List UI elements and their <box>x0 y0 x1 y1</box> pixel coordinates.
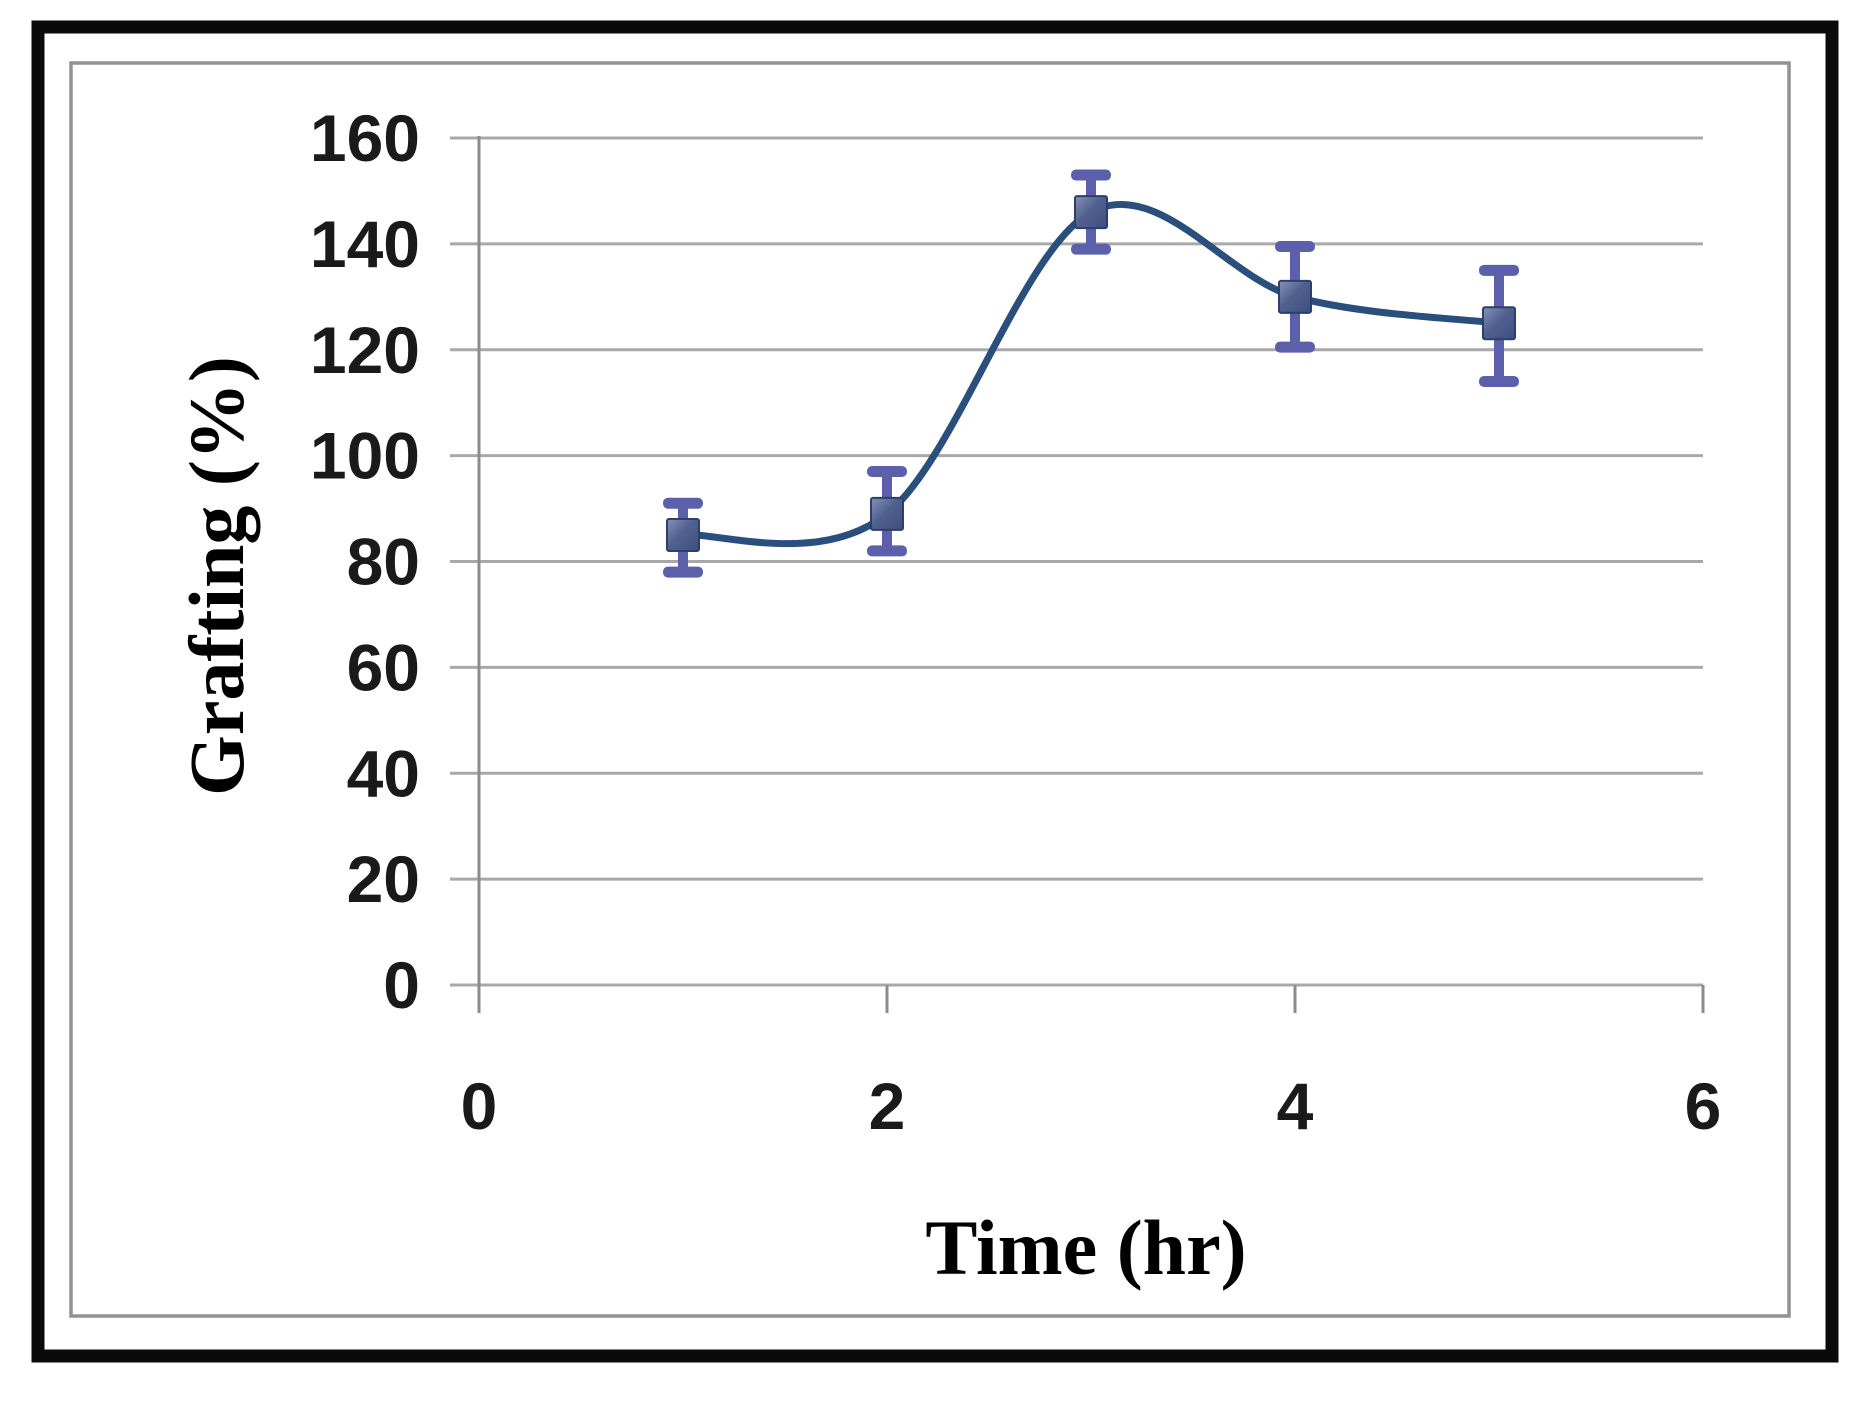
figure-inner-border <box>69 61 1791 1318</box>
data-point-marker-x1 <box>666 518 700 553</box>
y-tick-label-0: 0 <box>383 948 420 1022</box>
error-bar-cap-high <box>663 497 703 509</box>
y-tick-label-40: 40 <box>347 736 420 810</box>
error-bar-cap-high <box>867 466 907 478</box>
series-smooth-line <box>679 201 1503 548</box>
data-series-line <box>679 201 1503 548</box>
error-bar-cap-low <box>867 545 907 557</box>
error-bar-cap-high <box>1071 169 1111 181</box>
y-tick-label-140: 140 <box>310 207 420 281</box>
error-bar-cap-low <box>1071 243 1111 255</box>
data-point-marker-x5 <box>1482 306 1516 341</box>
data-point-marker-x4 <box>1278 279 1312 314</box>
y-tick-label-100: 100 <box>310 419 420 493</box>
data-point-marker-x3 <box>1074 195 1108 230</box>
y-tick-label-160: 160 <box>310 101 420 175</box>
x-tick-label-4: 4 <box>1277 1069 1314 1143</box>
error-bars <box>663 169 1519 578</box>
x-tick-label-2: 2 <box>869 1069 906 1143</box>
data-point-marker-x2 <box>870 496 904 531</box>
axes <box>477 136 1705 1013</box>
tick-labels: 0 20 40 60 80 100 120 140 160 0 2 4 6 <box>310 101 1721 1143</box>
error-bar-cap-high <box>1479 264 1519 276</box>
error-bar-cap-low <box>663 566 703 578</box>
y-tick-label-80: 80 <box>347 525 420 599</box>
error-bar-cap-high <box>1275 241 1315 253</box>
y-axis-title: Grafting (%) <box>173 356 260 796</box>
x-axis-title: Time (hr) <box>925 1204 1246 1291</box>
error-bar-cap-low <box>1479 376 1519 388</box>
y-tick-label-60: 60 <box>347 630 420 704</box>
error-bar-cap-low <box>1275 341 1315 353</box>
x-tick-label-6: 6 <box>1685 1069 1722 1143</box>
y-tick-label-120: 120 <box>310 313 420 387</box>
x-tick-label-0: 0 <box>461 1069 498 1143</box>
figure-outer-border <box>31 20 1839 1363</box>
y-tick-label-20: 20 <box>347 842 420 916</box>
data-point-markers <box>666 195 1516 553</box>
gridlines <box>450 136 1703 987</box>
